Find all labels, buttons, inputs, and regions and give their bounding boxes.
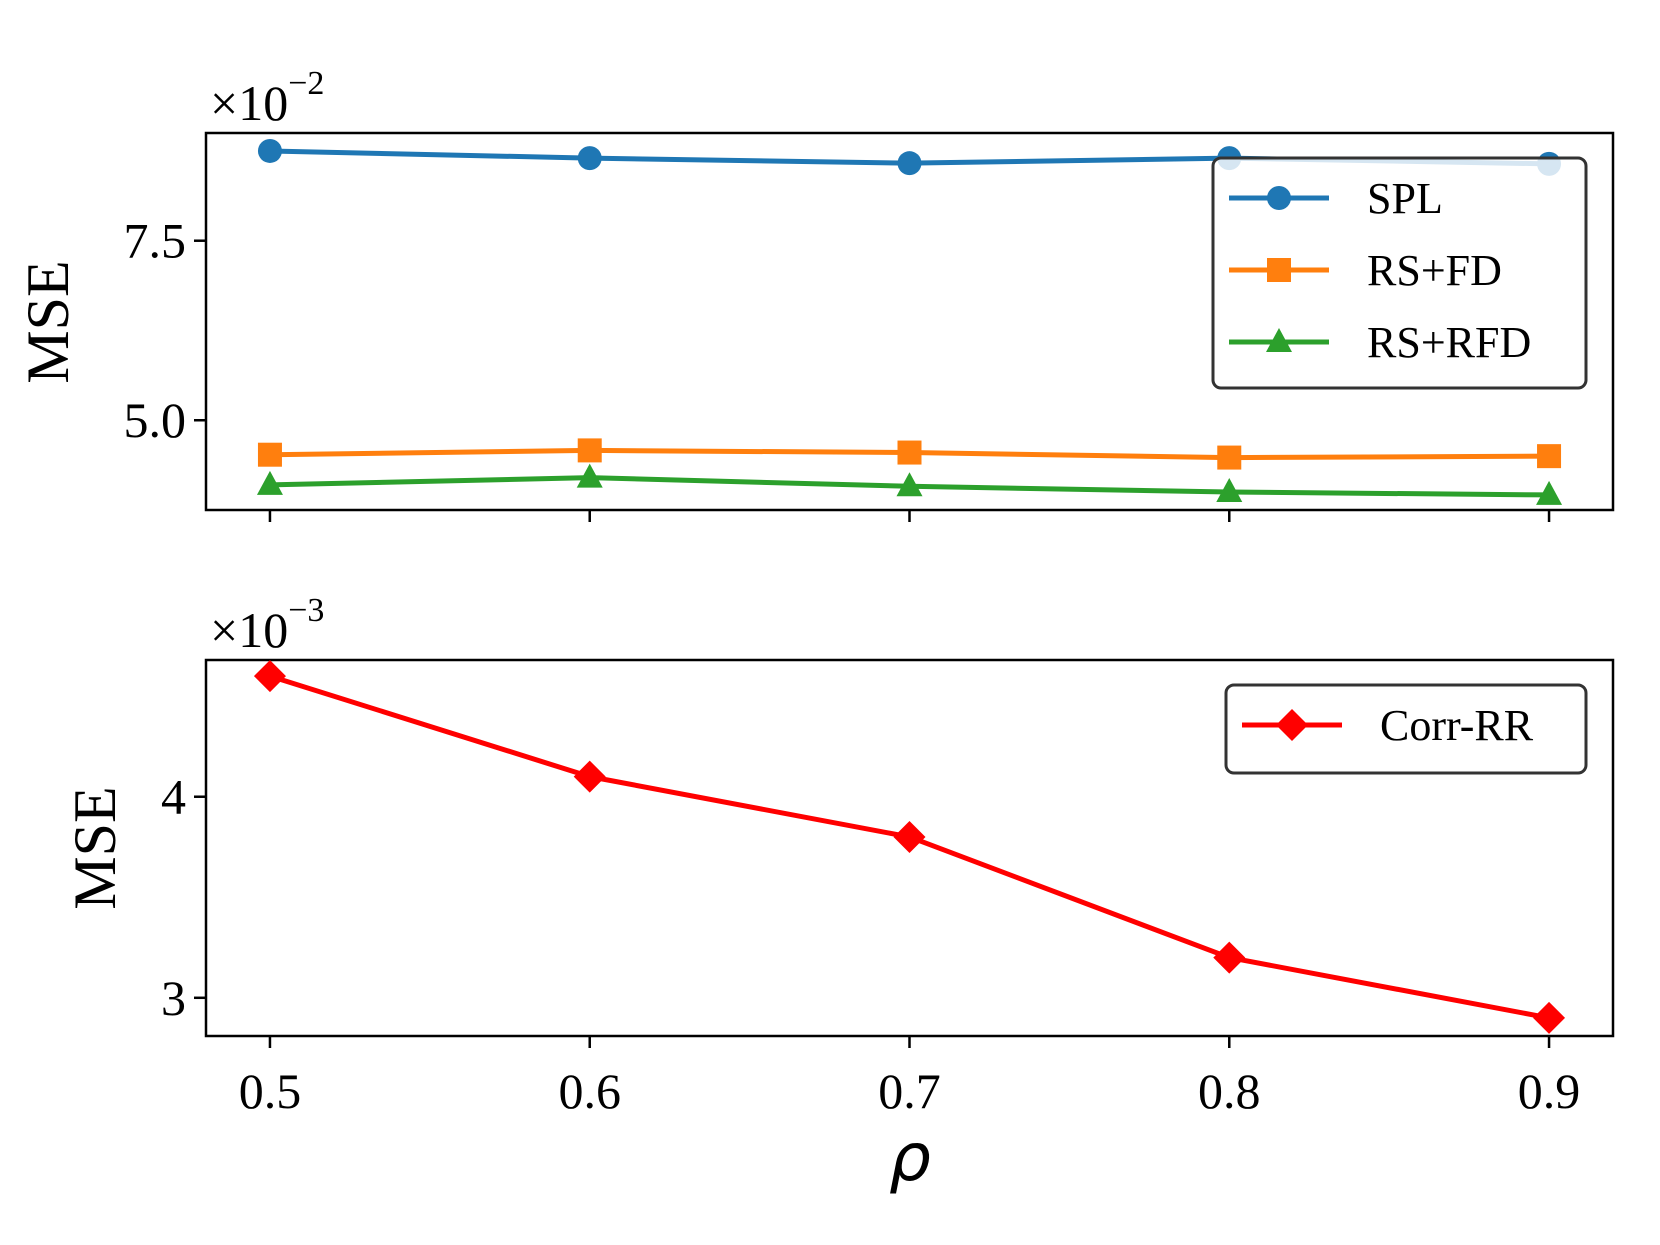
y-tick-label: 3 [161,970,186,1026]
bottom-panel: 34 0.5 0.6 0.7 0.8 0.9 MSE ×10−3 Corr-RR [62,592,1615,1119]
legend-label: RS+RFD [1367,318,1531,367]
data-point [257,138,282,163]
x-tick-label: 0.8 [1198,1063,1261,1119]
data-point [256,470,283,495]
x-axis-label: ρ [889,1119,931,1196]
x-tick-label: 0.9 [1518,1063,1581,1119]
data-point [257,442,282,467]
top-legend: SPL RS+FD RS+RFD [1211,156,1588,390]
bottom-y-multiplier: ×10−3 [210,592,324,658]
legend-label: Corr-RR [1380,701,1534,750]
data-point [576,463,603,488]
data-point [577,438,602,463]
data-point [1533,1001,1566,1034]
legend-box [1211,156,1588,390]
data-point [1216,478,1243,503]
legend-marker [1267,258,1291,282]
top-y-axis-label: MSE [15,260,81,383]
x-tick-label: 0.5 [239,1063,302,1119]
data-point [897,440,922,465]
bottom-x-ticks: 0.5 0.6 0.7 0.8 0.9 [239,1036,1581,1119]
data-point [1536,480,1563,505]
data-point [1217,445,1242,470]
data-point [897,151,922,176]
legend-box [1224,683,1588,775]
y-tick-label: 5.0 [124,392,187,448]
bottom-y-multiplier-base: ×10 [210,602,288,658]
bottom-y-multiplier-exponent: −3 [288,592,324,629]
data-point [1537,444,1562,469]
top-y-multiplier-exponent: −2 [288,65,324,102]
bottom-y-ticks: 34 [161,769,206,1026]
legend-marker [1276,709,1308,741]
legend-marker [1267,186,1291,210]
y-tick-label: 7.5 [124,213,187,269]
data-point [253,660,286,693]
data-point [893,820,926,853]
data-point [1213,941,1246,974]
top-y-multiplier: ×10−2 [210,65,324,131]
top-series [256,138,1563,505]
data-point [577,146,602,171]
data-point [896,472,923,497]
legend-label: SPL [1367,174,1443,223]
bottom-legend: Corr-RR [1224,683,1588,775]
bottom-series [253,660,1566,1034]
bottom-y-axis-label: MSE [62,786,128,909]
x-tick-label: 0.6 [558,1063,621,1119]
top-y-ticks: 5.0 7.5 [124,213,206,448]
top-panel: 5.0 7.5 MSE ×10−2 SPL RS+FD RS+RFD [15,65,1615,522]
x-tick-label: 0.7 [878,1063,941,1119]
data-point [573,760,606,793]
top-y-multiplier-base: ×10 [210,75,288,131]
legend-marker [1266,328,1292,352]
legend-label: RS+FD [1367,246,1502,295]
top-x-ticks [268,510,1551,522]
y-tick-label: 4 [161,769,186,825]
